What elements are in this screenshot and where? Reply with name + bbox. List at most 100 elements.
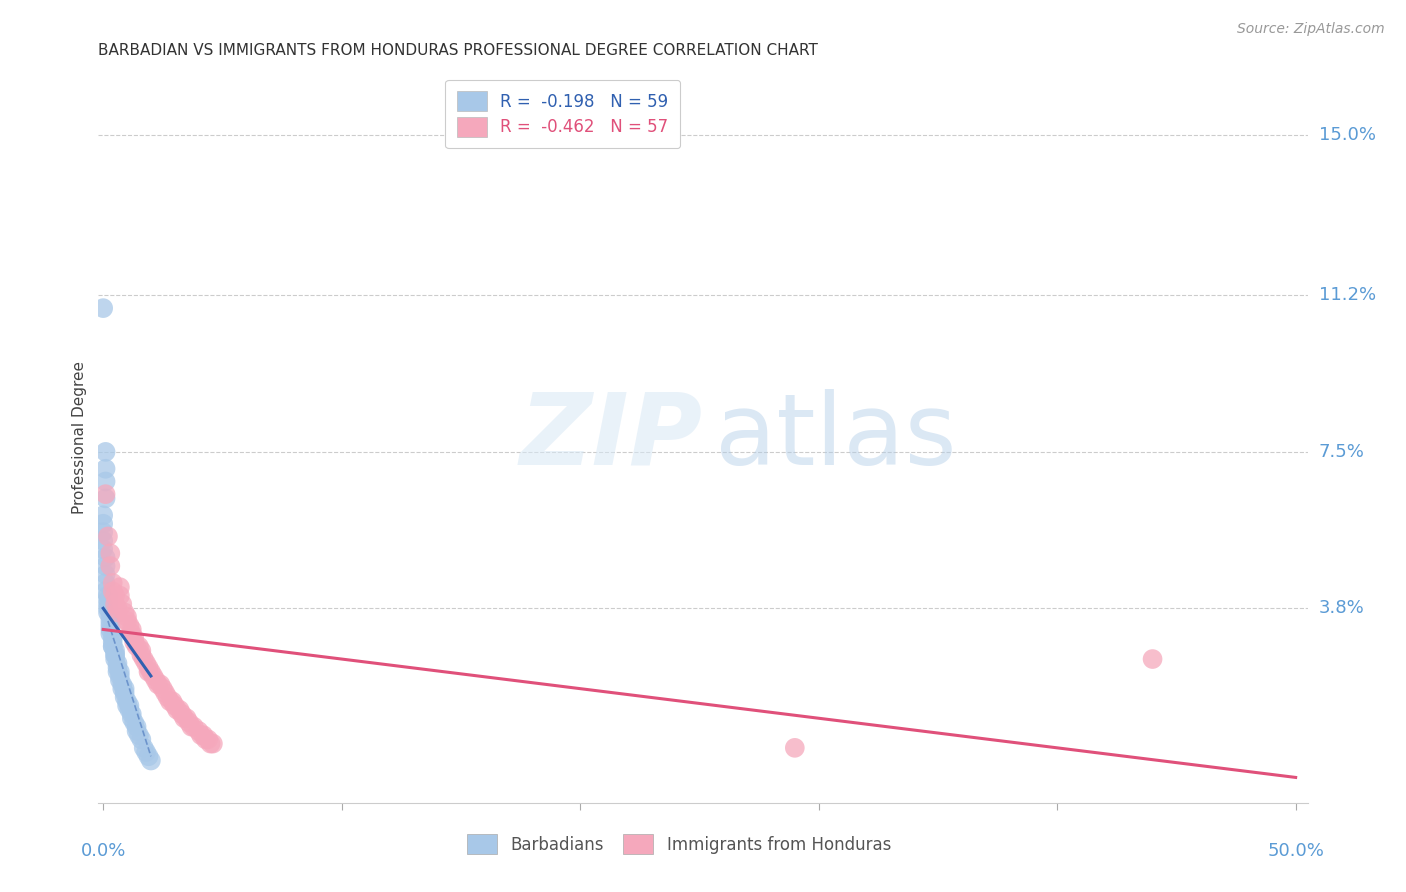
Point	[98, 626, 121, 640]
Point	[101, 576, 124, 591]
Point	[118, 698, 141, 713]
Point	[121, 626, 143, 640]
Point	[200, 737, 222, 751]
Text: 11.2%: 11.2%	[1319, 286, 1376, 304]
Point	[91, 508, 114, 523]
Point	[1142, 652, 1164, 666]
Point	[107, 601, 129, 615]
Point	[94, 475, 117, 489]
Point	[108, 669, 131, 683]
Point	[177, 715, 200, 730]
Point	[128, 728, 150, 742]
Point	[183, 720, 205, 734]
Point	[98, 546, 121, 560]
Point	[104, 589, 127, 603]
Point	[115, 614, 138, 628]
Point	[107, 660, 129, 674]
Point	[122, 715, 145, 730]
Point	[94, 559, 117, 574]
Point	[142, 669, 165, 683]
Y-axis label: Professional Degree: Professional Degree	[72, 360, 87, 514]
Point	[131, 732, 153, 747]
Point	[131, 648, 153, 662]
Point	[135, 745, 157, 759]
Point	[107, 657, 129, 671]
Point	[197, 732, 219, 747]
Point	[125, 640, 148, 654]
Point	[101, 584, 124, 599]
Point	[104, 648, 127, 662]
Point	[107, 665, 129, 679]
Point	[101, 640, 124, 654]
Text: 0.0%: 0.0%	[80, 842, 127, 860]
Point	[104, 643, 127, 657]
Point	[91, 525, 114, 540]
Point	[104, 652, 127, 666]
Point	[94, 567, 117, 582]
Point	[115, 694, 138, 708]
Point	[156, 690, 179, 705]
Point	[187, 723, 209, 738]
Point	[176, 711, 198, 725]
Point	[108, 673, 131, 688]
Point	[97, 592, 120, 607]
Point	[163, 698, 186, 713]
Point	[107, 606, 129, 620]
Point	[173, 711, 195, 725]
Point	[121, 706, 143, 721]
Text: 50.0%: 50.0%	[1267, 842, 1324, 860]
Point	[101, 631, 124, 645]
Point	[169, 703, 191, 717]
Point	[153, 686, 176, 700]
Point	[149, 677, 172, 691]
Point	[108, 589, 131, 603]
Point	[91, 516, 114, 531]
Point	[104, 597, 127, 611]
Text: ZIP: ZIP	[520, 389, 703, 485]
Point	[132, 740, 155, 755]
Point	[94, 576, 117, 591]
Point	[101, 635, 124, 649]
Point	[108, 580, 131, 594]
Point	[91, 301, 114, 315]
Point	[91, 533, 114, 548]
Point	[152, 681, 174, 696]
Point	[97, 529, 120, 543]
Point	[94, 462, 117, 476]
Point	[114, 606, 136, 620]
Text: 7.5%: 7.5%	[1319, 442, 1365, 461]
Point	[108, 665, 131, 679]
Point	[145, 673, 167, 688]
Point	[121, 711, 143, 725]
Point	[97, 601, 120, 615]
Point	[125, 723, 148, 738]
Point	[162, 694, 184, 708]
Point	[98, 618, 121, 632]
Legend: Barbadians, Immigrants from Honduras: Barbadians, Immigrants from Honduras	[460, 828, 898, 860]
Point	[114, 681, 136, 696]
Point	[132, 652, 155, 666]
Point	[139, 665, 162, 679]
Point	[97, 606, 120, 620]
Point	[94, 550, 117, 565]
Point	[98, 559, 121, 574]
Point	[131, 643, 153, 657]
Point	[138, 660, 160, 674]
Point	[180, 720, 202, 734]
Text: Source: ZipAtlas.com: Source: ZipAtlas.com	[1237, 22, 1385, 37]
Point	[783, 740, 806, 755]
Text: 15.0%: 15.0%	[1319, 126, 1375, 144]
Point	[94, 445, 117, 459]
Text: atlas: atlas	[716, 389, 956, 485]
Point	[91, 542, 114, 557]
Point	[122, 631, 145, 645]
Point	[97, 597, 120, 611]
Point	[101, 640, 124, 654]
Point	[111, 677, 134, 691]
Point	[146, 677, 169, 691]
Point	[122, 635, 145, 649]
Point	[114, 686, 136, 700]
Point	[138, 665, 160, 679]
Point	[115, 698, 138, 713]
Point	[166, 703, 188, 717]
